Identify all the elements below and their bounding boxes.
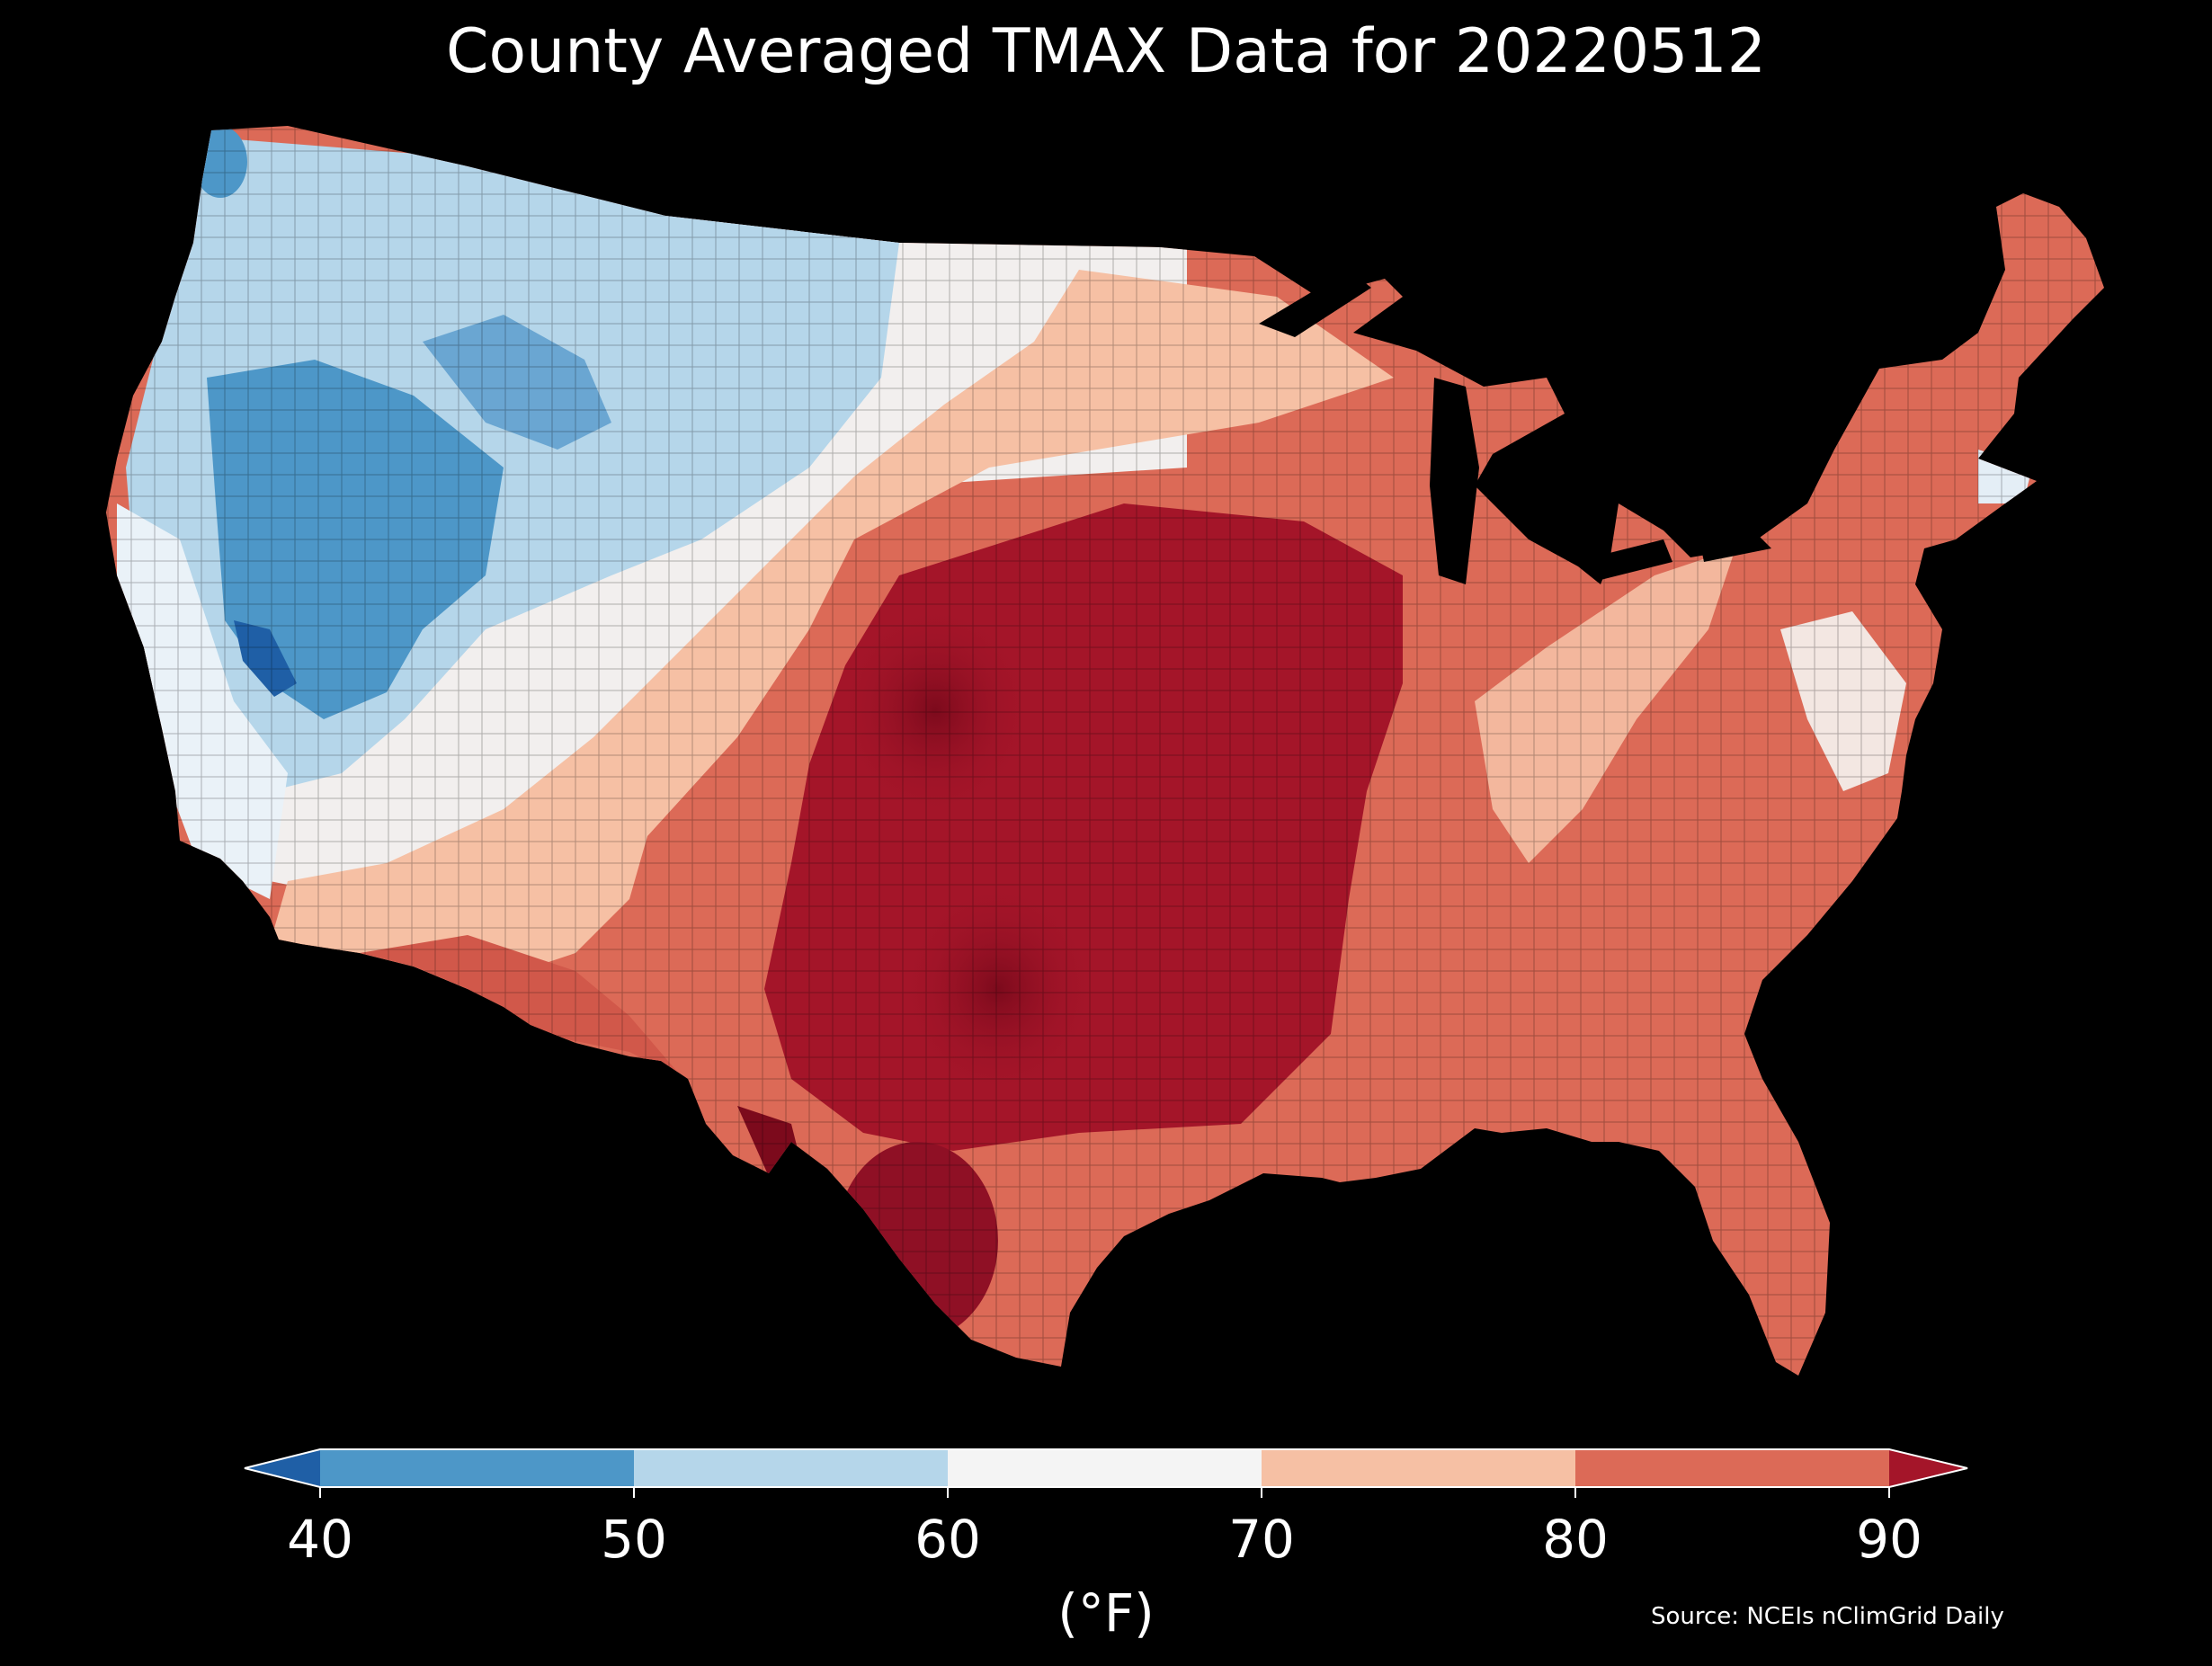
region-70-80-band [270,270,1394,989]
colorbar-tick: 40 [287,1509,353,1570]
hotspot-texas [899,881,1097,1097]
hotspot-kansas [836,602,1034,818]
colorbar-tick: 90 [1856,1509,1922,1570]
colorbar-extend-high [1889,1449,1967,1487]
region-70-80-appalachia [1475,548,1735,863]
region-60-70-california [117,503,288,899]
region-below-40 [234,620,297,697]
colorbar-tick: 80 [1542,1509,1609,1570]
source-credit: Source: NCEIs nClimGrid Daily [1651,1603,2004,1630]
colorbar-label: (°F) [1057,1582,1155,1644]
colorbar-segment [1575,1449,1889,1487]
region-40-50-rockies [423,315,611,450]
colorbar-segment [320,1449,634,1487]
colorbar-segment [948,1449,1262,1487]
region-60-70-virginia-coast [1780,611,1906,791]
colorbar-segment [634,1449,948,1487]
colorbar-segment [1262,1449,1575,1487]
colorbar-extend-low [245,1449,320,1487]
region-80-90-southwest [360,935,683,1079]
colorbar-tick: 60 [914,1509,981,1570]
region-40-50-great-basin [207,360,504,719]
map-title: County Averaged TMAX Data for 20220512 [446,16,1766,87]
colorbar-tick: 50 [601,1509,667,1570]
great-lakes [1259,270,1771,584]
colorbar-tick: 70 [1228,1509,1295,1570]
